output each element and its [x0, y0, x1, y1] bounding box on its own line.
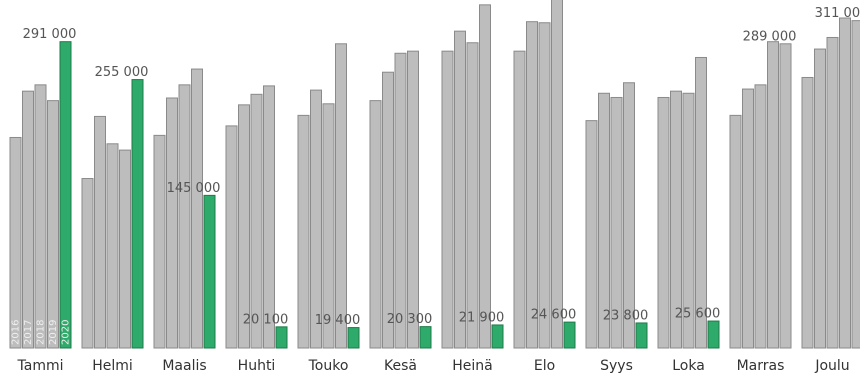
bar — [491, 324, 504, 349]
legend-label: 2016 — [11, 320, 22, 345]
bar — [407, 50, 419, 349]
bar — [225, 125, 238, 349]
bar — [81, 178, 94, 349]
bar — [166, 97, 178, 349]
x-tick-label: Tammi — [17, 358, 64, 374]
value-label: 19 400 — [315, 313, 361, 328]
x-tick-label: Touko — [308, 358, 349, 374]
value-label: 20 100 — [243, 312, 289, 327]
bar — [754, 84, 767, 349]
x-tick-label: Helmi — [92, 358, 133, 374]
bar — [707, 320, 720, 349]
bar — [191, 68, 203, 349]
bar — [623, 82, 635, 349]
bar — [382, 71, 394, 349]
x-tick-label: Maalis — [162, 358, 206, 374]
value-label: 145 000 — [167, 181, 221, 196]
bar — [178, 84, 191, 349]
bar — [250, 93, 263, 349]
bar — [454, 30, 466, 349]
value-label: 21 900 — [459, 310, 505, 325]
bar — [767, 41, 779, 349]
legend-label: 2018 — [36, 320, 47, 345]
bar — [610, 96, 623, 349]
bar — [695, 56, 707, 349]
bar — [598, 92, 610, 349]
bar — [441, 50, 454, 349]
x-tick-label: Syys — [600, 358, 633, 374]
x-tick-label: Kesä — [384, 358, 417, 374]
x-tick-label: Loka — [672, 358, 705, 374]
bar — [238, 104, 250, 349]
bar — [153, 134, 166, 349]
bar — [513, 50, 526, 349]
bar — [22, 90, 34, 349]
bar — [779, 43, 792, 349]
bar — [538, 22, 551, 349]
value-label: 23 800 — [603, 308, 649, 323]
bar — [47, 100, 59, 349]
bar — [814, 48, 826, 349]
bar — [670, 90, 682, 349]
x-tick-label: Joulu — [814, 358, 849, 374]
value-label: 24 600 — [531, 308, 577, 323]
bar — [369, 100, 382, 349]
bar — [275, 326, 288, 349]
x-tick-label: Huhti — [238, 358, 276, 374]
bar — [310, 89, 322, 349]
x-tick-label: Heinä — [452, 358, 492, 374]
bar — [839, 17, 851, 349]
bar — [59, 41, 72, 349]
bar — [742, 88, 754, 349]
bar — [335, 43, 347, 349]
bar — [585, 120, 598, 349]
value-label: 25 600 — [675, 307, 721, 322]
bar — [263, 85, 275, 349]
value-label: 311 000 — [815, 6, 860, 21]
value-label: 289 000 — [743, 29, 797, 44]
bar — [479, 4, 491, 349]
bar — [551, 0, 563, 349]
bar — [466, 42, 479, 349]
bar — [297, 114, 310, 349]
bar — [322, 103, 335, 349]
x-tick-label: Marras — [737, 358, 785, 374]
bar — [657, 96, 670, 349]
value-label: 255 000 — [95, 65, 149, 80]
value-label: 291 000 — [23, 27, 77, 42]
legend-label: 2017 — [23, 320, 34, 345]
value-label: 20 300 — [387, 312, 433, 327]
bar — [9, 136, 22, 349]
bar — [526, 21, 538, 349]
bar — [635, 322, 648, 349]
bar — [419, 326, 432, 349]
bar — [347, 327, 360, 349]
legend-label: 2019 — [48, 320, 59, 345]
bar — [682, 92, 695, 349]
bar — [131, 79, 144, 349]
legend-label: 2020 — [61, 320, 72, 345]
bar — [34, 84, 47, 349]
bar — [729, 114, 742, 349]
bar — [203, 194, 216, 349]
bar — [801, 76, 814, 349]
bar — [94, 115, 106, 349]
bar — [394, 52, 407, 349]
bar — [563, 321, 576, 349]
bar — [119, 149, 131, 349]
bar — [851, 20, 860, 349]
x-tick-label: Elo — [534, 358, 555, 374]
bar — [826, 36, 839, 349]
bar — [106, 143, 119, 349]
